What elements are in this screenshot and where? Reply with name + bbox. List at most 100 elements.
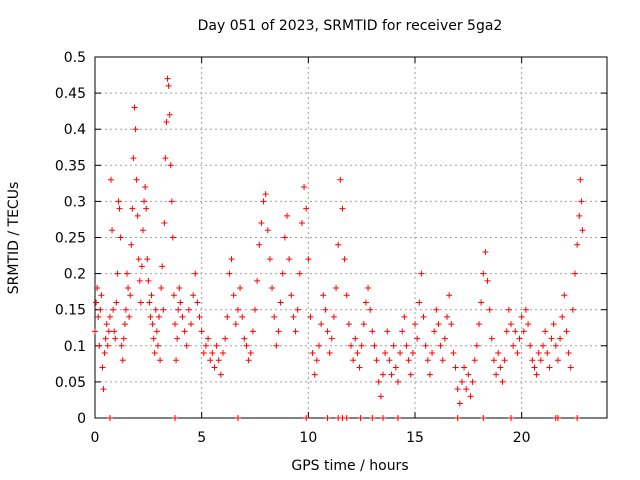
- data-point: [495, 350, 502, 357]
- data-point: [356, 364, 363, 371]
- data-point: [142, 183, 149, 190]
- data-point: [196, 313, 203, 320]
- data-point: [301, 183, 308, 190]
- data-point: [552, 342, 559, 349]
- data-point: [488, 335, 495, 342]
- data-point: [320, 292, 327, 299]
- data-point: [135, 256, 142, 263]
- baseline-marker: [480, 415, 487, 421]
- data-point: [150, 335, 157, 342]
- data-point: [456, 400, 463, 407]
- data-point: [176, 285, 183, 292]
- data-point: [173, 357, 180, 364]
- baseline-marker: [234, 415, 241, 421]
- data-point: [120, 335, 127, 342]
- data-point: [134, 212, 141, 219]
- data-point: [454, 386, 461, 393]
- data-point: [418, 270, 425, 277]
- data-point: [129, 205, 136, 212]
- data-point: [158, 285, 165, 292]
- data-point: [152, 306, 159, 313]
- data-point: [161, 220, 168, 227]
- baseline-marker: [508, 415, 514, 421]
- data-point: [133, 176, 140, 183]
- data-point: [149, 321, 156, 328]
- data-point: [108, 176, 114, 183]
- data-point: [192, 270, 199, 277]
- data-point: [95, 313, 102, 320]
- baseline-marker: [172, 415, 178, 421]
- data-point: [350, 357, 357, 364]
- data-point: [388, 371, 395, 378]
- data-point: [228, 256, 235, 263]
- data-point: [116, 205, 123, 212]
- data-point: [510, 342, 517, 349]
- data-point: [369, 328, 376, 335]
- data-point: [450, 350, 457, 357]
- data-point: [131, 104, 138, 111]
- data-point: [490, 357, 497, 364]
- data-point: [96, 342, 103, 349]
- data-point: [554, 357, 561, 364]
- data-point: [358, 342, 365, 349]
- data-point: [452, 364, 459, 371]
- data-point: [416, 299, 423, 306]
- data-point: [557, 335, 564, 342]
- data-point: [94, 285, 101, 292]
- data-point: [397, 350, 404, 357]
- x-tick-label: 10: [299, 430, 317, 446]
- data-point: [146, 299, 153, 306]
- data-point: [463, 386, 470, 393]
- data-point: [163, 118, 170, 125]
- data-point: [132, 126, 139, 133]
- data-point: [138, 263, 145, 270]
- data-point: [177, 299, 184, 306]
- data-point: [271, 313, 278, 320]
- data-point: [281, 234, 288, 241]
- baseline-marker: [357, 415, 364, 421]
- data-point: [292, 328, 299, 335]
- data-point: [482, 248, 489, 255]
- x-tick-label: 0: [91, 430, 100, 446]
- data-point: [254, 277, 261, 284]
- data-point: [237, 285, 244, 292]
- data-point: [241, 335, 248, 342]
- data-point: [288, 292, 295, 299]
- data-point: [433, 306, 440, 313]
- data-point: [222, 335, 229, 342]
- data-point: [109, 227, 116, 234]
- data-point: [540, 342, 546, 349]
- data-point: [548, 335, 555, 342]
- data-point: [126, 313, 133, 320]
- x-tick-label: 20: [513, 430, 531, 446]
- data-point: [546, 364, 553, 371]
- data-point: [339, 205, 346, 212]
- data-point: [245, 357, 252, 364]
- baseline-marker: [324, 415, 331, 421]
- data-point: [284, 212, 290, 219]
- data-point: [125, 285, 132, 292]
- data-point: [194, 299, 201, 306]
- data-point: [508, 321, 514, 328]
- data-point: [559, 313, 566, 320]
- data-point: [522, 306, 529, 313]
- data-point: [373, 357, 380, 364]
- data-point: [578, 198, 585, 205]
- data-point: [164, 75, 171, 82]
- data-point: [518, 313, 525, 320]
- data-point: [480, 270, 487, 277]
- data-point: [401, 313, 408, 320]
- data-point: [476, 321, 482, 328]
- data-point: [345, 321, 352, 328]
- data-point: [198, 328, 205, 335]
- data-point: [99, 364, 106, 371]
- data-point: [174, 335, 181, 342]
- data-point: [535, 350, 542, 357]
- data-point: [100, 386, 107, 393]
- data-point: [137, 299, 144, 306]
- data-point: [101, 350, 108, 357]
- data-point: [384, 328, 391, 335]
- data-point: [294, 306, 301, 313]
- data-point: [499, 378, 506, 385]
